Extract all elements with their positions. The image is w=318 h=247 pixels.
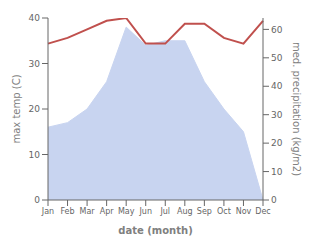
- svg-text:Jul: Jul: [159, 207, 170, 216]
- svg-text:20: 20: [29, 104, 41, 114]
- svg-text:60: 60: [271, 25, 283, 35]
- svg-text:May: May: [118, 207, 135, 216]
- svg-text:med. precipitation (kg/m2): med. precipitation (kg/m2): [291, 42, 302, 176]
- svg-text:Jun: Jun: [138, 207, 152, 216]
- svg-text:Oct: Oct: [217, 207, 231, 216]
- svg-text:Sep: Sep: [197, 207, 212, 216]
- svg-text:Nov: Nov: [236, 207, 252, 216]
- svg-text:date (month): date (month): [118, 225, 192, 236]
- svg-text:30: 30: [29, 59, 41, 69]
- svg-text:20: 20: [271, 138, 283, 148]
- svg-text:0: 0: [271, 195, 277, 205]
- svg-text:Dec: Dec: [255, 207, 270, 216]
- svg-text:max temp (C): max temp (C): [11, 74, 22, 143]
- svg-text:Aug: Aug: [177, 207, 193, 216]
- svg-text:Feb: Feb: [60, 207, 74, 216]
- svg-text:Mar: Mar: [80, 207, 96, 216]
- svg-text:40: 40: [29, 13, 41, 23]
- svg-text:40: 40: [271, 81, 283, 91]
- svg-text:Apr: Apr: [100, 207, 115, 216]
- svg-text:50: 50: [271, 53, 283, 63]
- svg-text:30: 30: [271, 110, 283, 120]
- svg-text:0: 0: [34, 195, 40, 205]
- svg-text:10: 10: [271, 167, 283, 177]
- svg-text:10: 10: [29, 150, 41, 160]
- svg-text:Jan: Jan: [41, 207, 54, 216]
